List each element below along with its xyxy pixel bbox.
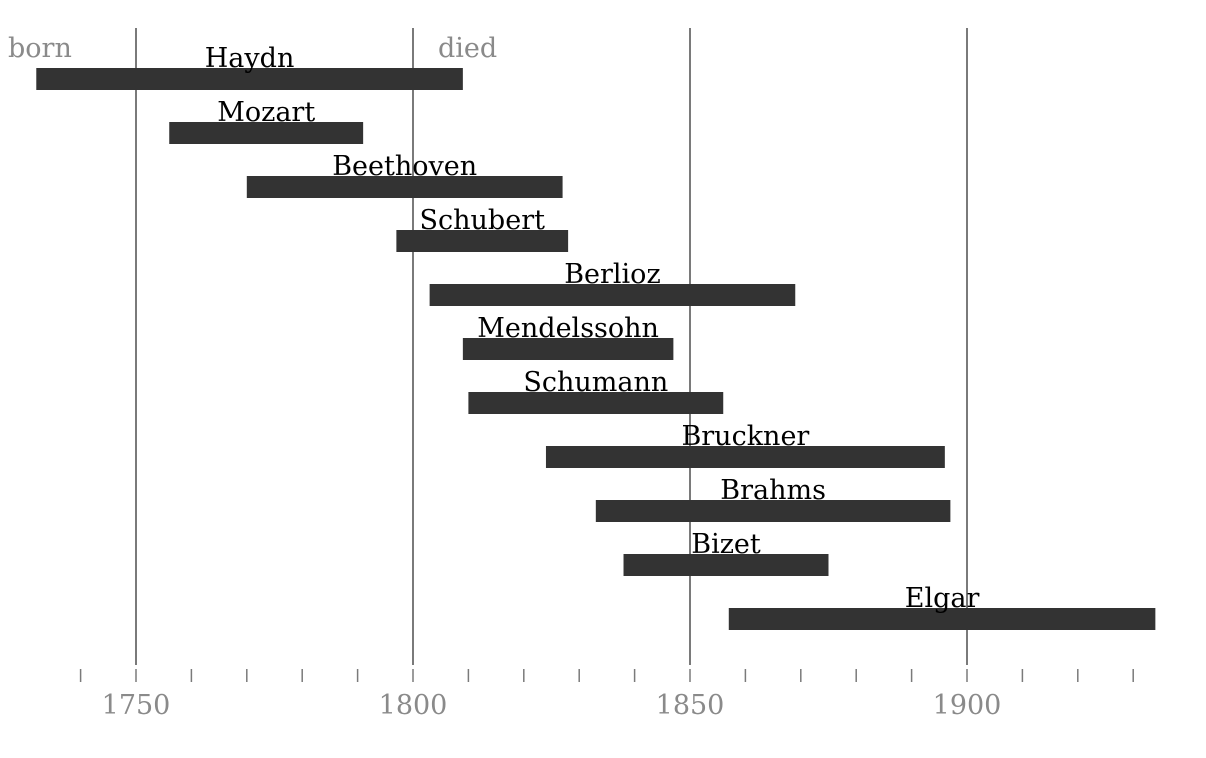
bar-label-elgar: Elgar [905, 583, 980, 614]
tick-label-1900: 1900 [933, 690, 1002, 721]
bar-label-mozart: Mozart [217, 97, 315, 128]
bar-schumann [468, 392, 724, 414]
bar-bizet [623, 554, 829, 576]
bar-beethoven [246, 176, 563, 198]
bar-label-haydn: Haydn [205, 43, 295, 74]
bar-haydn [36, 68, 463, 90]
bar-brahms [595, 500, 951, 522]
bar-label-mendelssohn: Mendelssohn [477, 313, 659, 344]
died-annotation: died [438, 33, 497, 64]
bar-label-bizet: Bizet [691, 529, 761, 560]
bar-berlioz [429, 284, 796, 306]
bar-mendelssohn [462, 338, 674, 360]
bar-label-beethoven: Beethoven [332, 151, 477, 182]
bar-mozart [169, 122, 364, 144]
bar-label-bruckner: Bruckner [681, 421, 809, 452]
bar-schubert [396, 230, 569, 252]
bar-label-berlioz: Berlioz [564, 259, 660, 290]
grid-lines [135, 28, 968, 665]
bar-bruckner [545, 446, 945, 468]
tick-label-1800: 1800 [379, 690, 448, 721]
tick-label-1750: 1750 [102, 690, 171, 721]
x-axis: 1750 1800 1850 1900 [79, 669, 1134, 721]
bar-label-brahms: Brahms [720, 475, 826, 506]
tick-label-1850: 1850 [656, 690, 725, 721]
annotations: born died [8, 33, 497, 64]
bar-label-schumann: Schumann [523, 367, 668, 398]
bar-label-schubert: Schubert [420, 205, 546, 236]
bar-elgar [728, 608, 1156, 630]
lifespan-bars: Haydn Mozart Beethoven Schubert Berlioz Mende… [36, 43, 1156, 630]
born-annotation: born [8, 33, 72, 64]
